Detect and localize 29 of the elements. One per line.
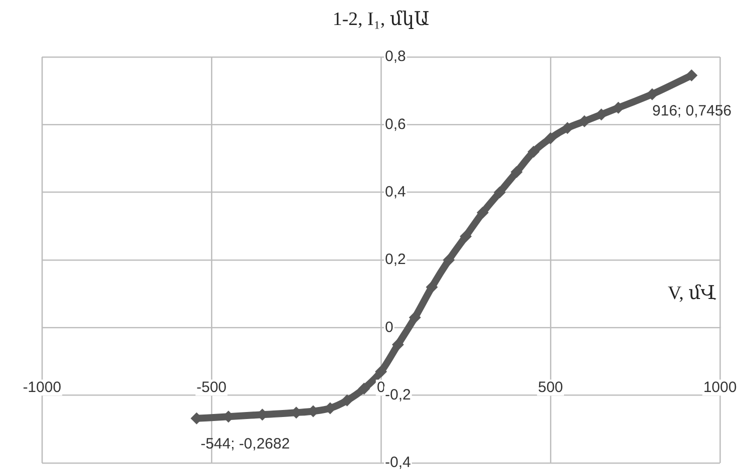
x-axis-title: V, մՎ: [668, 282, 717, 304]
y-tick-label: -0,4: [385, 454, 411, 472]
y-tick-label: 0,6: [385, 116, 406, 133]
y-tick-label: 0,8: [385, 48, 406, 66]
point: [686, 69, 698, 82]
y-tick-label: 0,2: [385, 251, 406, 268]
x-tick-label: 500: [538, 378, 564, 396]
annotation: -544; -0,2682: [200, 436, 290, 453]
x-tick-label: 1000: [703, 378, 737, 396]
point: [392, 338, 404, 351]
point: [460, 230, 472, 242]
point: [358, 382, 370, 395]
y-tick-label: -0,2: [385, 386, 411, 404]
point: [476, 206, 489, 219]
point: [510, 166, 523, 178]
point: [408, 312, 421, 324]
point: [341, 394, 354, 406]
y-tick-label: 0: [385, 318, 394, 336]
point: [375, 366, 387, 378]
x-tick-label: -1000: [22, 378, 62, 396]
y-tick-label: 0,4: [385, 183, 406, 200]
y-axis-title: 1-2, I₁, մկԱ: [332, 8, 430, 30]
point: [544, 132, 556, 144]
annotation: 916; 0,7456: [652, 102, 732, 120]
x-tick-label: -500: [196, 378, 227, 396]
point: [426, 281, 438, 294]
point: [494, 186, 506, 198]
point: [528, 146, 540, 158]
point: [442, 254, 455, 266]
